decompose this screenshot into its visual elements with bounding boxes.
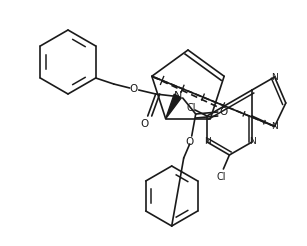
Text: O: O xyxy=(130,84,138,94)
Text: N: N xyxy=(204,138,210,147)
Text: O: O xyxy=(186,137,194,147)
Text: O: O xyxy=(220,107,228,117)
Text: N: N xyxy=(173,91,182,101)
Text: N: N xyxy=(249,138,255,147)
Text: O: O xyxy=(141,119,149,129)
Text: Cl: Cl xyxy=(217,172,226,182)
Text: N: N xyxy=(271,122,278,131)
Polygon shape xyxy=(166,94,181,119)
Text: N: N xyxy=(271,73,278,81)
Text: Cl: Cl xyxy=(186,103,196,113)
